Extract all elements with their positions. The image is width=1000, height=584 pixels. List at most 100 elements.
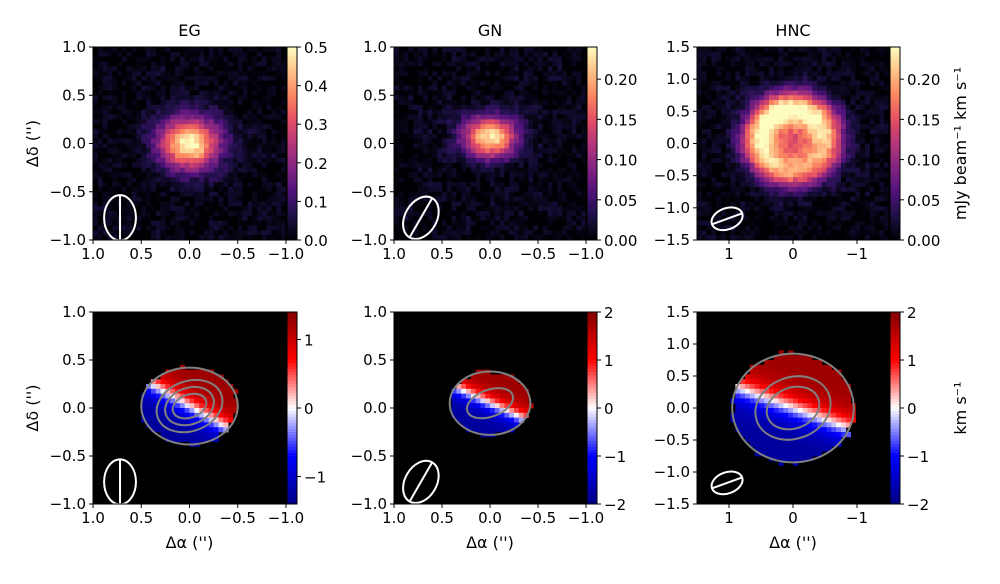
pixel — [769, 85, 775, 91]
pixel — [769, 157, 775, 164]
pixel — [432, 235, 438, 240]
pixel — [242, 157, 248, 164]
pixel — [194, 119, 200, 125]
pixel — [749, 225, 755, 231]
pixel — [745, 196, 751, 202]
pixel — [865, 100, 871, 106]
pixel — [730, 66, 736, 72]
pixel — [136, 182, 142, 188]
colorbar-tick-label: 0.3 — [304, 116, 328, 134]
pixel — [576, 47, 582, 53]
pixel — [223, 148, 229, 154]
pixel — [432, 138, 438, 144]
pixel — [97, 80, 104, 87]
pixel — [764, 124, 770, 130]
pixel — [403, 235, 409, 240]
pixel — [252, 186, 258, 193]
pixel — [504, 71, 510, 77]
pixel — [509, 109, 515, 115]
pixel — [533, 191, 539, 197]
pixel — [107, 100, 113, 106]
pixel — [499, 220, 505, 226]
pixel — [716, 177, 722, 183]
pixel — [136, 119, 142, 125]
pixel — [802, 167, 808, 173]
pixel — [826, 104, 832, 111]
pixel — [136, 153, 142, 159]
pixel — [490, 71, 496, 77]
pixel — [538, 75, 544, 82]
pixel — [860, 75, 866, 82]
pixel — [242, 104, 248, 111]
pixel — [812, 104, 818, 111]
pixel — [179, 47, 186, 53]
pixel — [711, 71, 717, 77]
pixel — [509, 85, 515, 91]
pixel — [102, 80, 108, 87]
pixel — [179, 138, 186, 144]
pixel — [112, 201, 118, 207]
pixel — [788, 95, 794, 101]
pixel — [802, 177, 808, 183]
pixel — [403, 148, 409, 154]
pixel — [754, 206, 760, 212]
pixel — [697, 167, 703, 173]
pixel — [194, 129, 200, 135]
pixel — [514, 109, 520, 115]
pixel — [461, 235, 467, 240]
pixel — [276, 61, 282, 67]
pixel — [117, 172, 123, 178]
pixel — [408, 191, 414, 197]
pixel — [850, 51, 856, 58]
pixel — [165, 235, 171, 240]
pixel — [836, 90, 842, 96]
pixel — [552, 75, 558, 82]
pixel — [884, 71, 889, 77]
pixel — [783, 201, 789, 207]
pixel — [432, 225, 438, 231]
pixel — [446, 51, 452, 58]
pixel — [581, 148, 586, 154]
pixel — [504, 85, 510, 91]
pixel — [740, 143, 746, 149]
pixel — [170, 220, 176, 226]
pixel — [432, 56, 438, 62]
pixel — [242, 100, 248, 106]
pixel — [494, 133, 500, 140]
pixel — [126, 61, 133, 67]
pixel — [203, 114, 210, 120]
pixel — [475, 75, 481, 82]
colorbar-segment — [287, 155, 297, 160]
pixel — [740, 47, 746, 53]
pixel — [93, 61, 99, 67]
pixel — [764, 119, 770, 125]
pixel — [754, 191, 760, 197]
pixel — [552, 153, 558, 159]
pixel — [403, 85, 409, 91]
pixel — [797, 215, 803, 222]
pixel — [451, 90, 457, 96]
pixel — [802, 109, 808, 115]
pixel — [518, 225, 524, 231]
pixel — [394, 109, 400, 115]
pixel — [170, 90, 176, 96]
pixel — [437, 157, 443, 164]
pixel — [788, 80, 794, 87]
pixel — [850, 119, 856, 125]
pixel — [475, 230, 481, 236]
pixel — [552, 47, 558, 53]
pixel — [480, 186, 486, 193]
pixel — [716, 167, 722, 173]
pixel — [865, 148, 871, 154]
pixel — [581, 47, 586, 53]
pixel — [701, 153, 707, 159]
pixel — [730, 138, 736, 144]
pixel — [93, 182, 99, 188]
pixel — [266, 56, 272, 62]
pixel — [797, 90, 803, 96]
pixel — [783, 162, 789, 169]
pixel — [394, 114, 400, 120]
pixel — [538, 196, 544, 202]
pixel — [523, 138, 529, 144]
pixel — [855, 225, 861, 231]
